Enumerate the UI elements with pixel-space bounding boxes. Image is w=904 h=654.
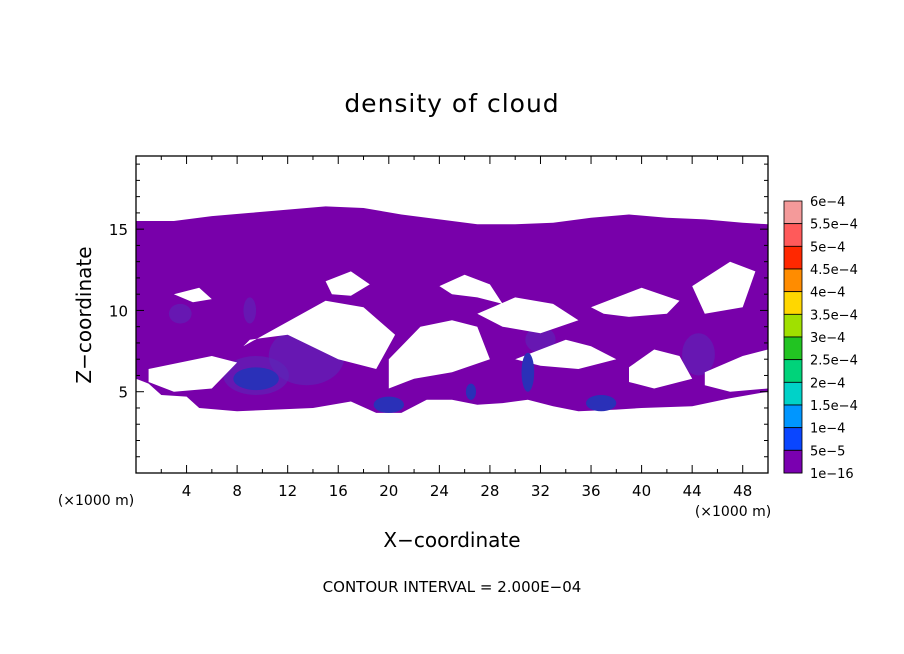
cloud-inner-zone (168, 303, 192, 324)
cloud-core (465, 383, 477, 400)
colorbar-swatch (783, 404, 803, 429)
cloud-core (233, 367, 279, 391)
cloud-core (373, 396, 404, 413)
colorbar-swatch (783, 336, 803, 361)
colorbar-label: 5e−5 (810, 444, 845, 459)
y-axis-label: Z−coordinate (72, 246, 96, 383)
x-tick-label: 48 (733, 482, 752, 500)
x-tick-label: 4 (182, 482, 192, 500)
y-tick-label: 10 (109, 302, 128, 320)
x-tick-label: 28 (480, 482, 499, 500)
y-tick-label: 5 (118, 384, 128, 402)
cloud-core (521, 352, 535, 392)
clear-air-gap (388, 320, 490, 389)
colorbar-swatch (783, 359, 803, 383)
plot-frame (135, 155, 769, 474)
colorbar-label: 5.5e−4 (810, 218, 858, 233)
clear-air-gap (692, 261, 756, 314)
clear-air-gap (439, 274, 503, 304)
clear-air-gap (477, 297, 579, 334)
colorbar-swatch (783, 291, 803, 315)
cloud-inner-zone (525, 326, 556, 353)
x-axis-unit-left: (×1000 m) (58, 493, 134, 509)
colorbar-label: 3e−4 (810, 331, 845, 346)
colorbar-swatch (783, 268, 803, 293)
x-axis-label: X−coordinate (383, 528, 520, 552)
x-axis-unit-right: (×1000 m) (695, 504, 771, 520)
clear-air-gap (243, 300, 396, 369)
colorbar-label: 2.5e−4 (810, 354, 858, 369)
x-tick-label: 40 (632, 482, 651, 500)
clear-air-gap (591, 287, 680, 317)
cloud-field (136, 206, 768, 413)
colorbar: 6e−4 5.5e−4 5e−4 4.5e−4 4e−4 3.5e−4 3e−4 2.5e−4… (783, 195, 858, 482)
y-tick-label: 15 (109, 221, 128, 239)
colorbar-swatch (783, 200, 803, 225)
x-tick-label: 36 (581, 482, 600, 500)
colorbar-label: 2e−4 (810, 376, 845, 391)
colorbar-label: 6e−4 (810, 195, 845, 210)
colorbar-swatch (783, 313, 803, 338)
clear-air-gap (515, 339, 617, 369)
chart-title: density of cloud (344, 89, 559, 118)
clear-air-gap (629, 349, 693, 389)
cloud-core (585, 394, 617, 412)
clear-air-gap (173, 287, 212, 303)
clear-air-gap (148, 356, 238, 392)
colorbar-label: 4e−4 (810, 286, 845, 301)
colorbar-label: 1.5e−4 (810, 399, 858, 414)
colorbar-swatch (783, 449, 803, 474)
colorbar-swatch (783, 381, 803, 406)
x-tick-label: 8 (232, 482, 242, 500)
colorbar-label: 3.5e−4 (810, 308, 858, 323)
x-tick-label: 12 (278, 482, 297, 500)
cloud-inner-zone (243, 297, 257, 324)
colorbar-label: 5e−4 (810, 240, 845, 255)
colorbar-swatch (783, 245, 803, 270)
x-tick-label: 16 (329, 482, 348, 500)
colorbar-label: 1e−16 (810, 467, 854, 482)
colorbar-swatch (783, 223, 803, 247)
x-tick-label: 32 (531, 482, 550, 500)
colorbar-label: 4.5e−4 (810, 263, 858, 278)
colorbar-label: 1e−4 (810, 422, 845, 437)
x-tick-label: 24 (430, 482, 449, 500)
x-tick-label: 20 (379, 482, 398, 500)
cloud-inner-zone (682, 333, 715, 376)
contour-interval-footer: CONTOUR INTERVAL = 2.000E−04 (323, 578, 582, 596)
x-tick-label: 44 (683, 482, 702, 500)
colorbar-swatch (783, 427, 803, 451)
clear-air-gap (704, 349, 768, 392)
clear-air-gap (325, 271, 370, 296)
